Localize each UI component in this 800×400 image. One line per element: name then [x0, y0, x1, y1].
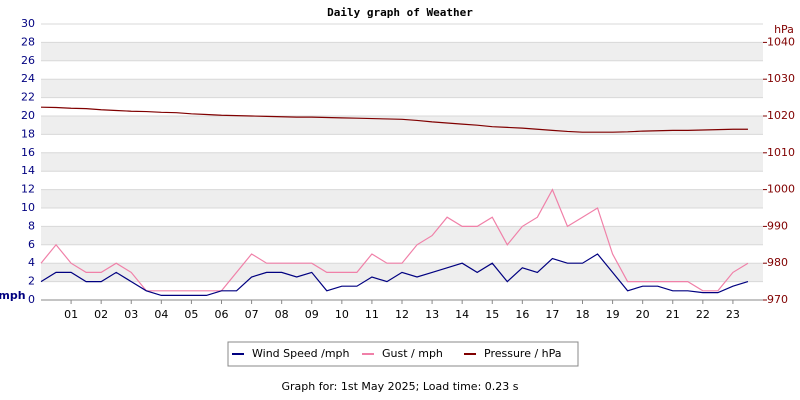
grid-band — [41, 226, 763, 245]
x-tick-label: 05 — [184, 308, 198, 321]
x-tick-label: 08 — [275, 308, 289, 321]
y-tick-label: 10 — [21, 201, 35, 214]
y-axis-label: mph — [0, 289, 26, 302]
x-tick-label: 15 — [485, 308, 499, 321]
y-tick-label: 8 — [28, 219, 35, 232]
y-tick-label: 14 — [21, 164, 35, 177]
chart-title: Daily graph of Weather — [327, 6, 473, 19]
x-tick-label: 14 — [455, 308, 469, 321]
series-line — [40, 188, 749, 292]
legend-box — [227, 341, 579, 367]
grid-band — [41, 152, 763, 172]
x-tick-label: 11 — [365, 308, 379, 321]
y-tick-label: 4 — [28, 256, 35, 269]
y2-tick-label: 1040 — [767, 35, 795, 48]
series-line — [40, 106, 748, 133]
y2-axis-label: hPa — [774, 23, 794, 36]
legend-label: Pressure / hPa — [484, 347, 562, 360]
x-tick-label: 07 — [245, 308, 259, 321]
x-tick-label: 17 — [545, 308, 559, 321]
grid-band — [41, 42, 763, 61]
x-tick-label: 21 — [666, 308, 680, 321]
x-tick-label: 19 — [606, 308, 620, 321]
grid-band — [41, 116, 763, 135]
x-tick-label: 20 — [636, 308, 650, 321]
y-tick-label: 6 — [28, 238, 35, 251]
y2-tick-label: 1000 — [767, 183, 795, 196]
x-tick-label: 10 — [335, 308, 349, 321]
x-tick-label: 04 — [154, 308, 168, 321]
x-tick-label: 23 — [726, 308, 740, 321]
x-tick-label: 06 — [215, 308, 229, 321]
series-line — [40, 253, 749, 296]
y2-tick-label: 1020 — [767, 109, 795, 122]
grid-band — [41, 79, 763, 98]
legend-label: Wind Speed /mph — [252, 347, 350, 360]
x-tick-label: 16 — [515, 308, 529, 321]
x-tick-label: 02 — [94, 308, 108, 321]
y2-tick-label: 990 — [767, 219, 788, 232]
grid-band — [41, 189, 763, 208]
y-tick-label: 18 — [21, 127, 35, 140]
x-tick-label: 13 — [425, 308, 439, 321]
x-tick-label: 18 — [576, 308, 590, 321]
y2-tick-label: 1030 — [767, 72, 795, 85]
x-tick-label: 01 — [64, 308, 78, 321]
y-tick-label: 30 — [21, 17, 35, 30]
y-tick-label: 12 — [21, 183, 35, 196]
y2-tick-label: 1010 — [767, 146, 795, 159]
y-tick-label: 26 — [21, 54, 35, 67]
x-tick-label: 09 — [305, 308, 319, 321]
y-tick-label: 24 — [21, 72, 35, 85]
footer: Graph for: 1st May 2025; Load time: 0.23… — [281, 380, 518, 393]
x-tick-label: 03 — [124, 308, 138, 321]
y-tick-label: 0 — [28, 293, 35, 306]
y2-tick-label: 980 — [767, 256, 788, 269]
y2-tick-label: 970 — [767, 293, 788, 306]
x-tick-label: 12 — [395, 308, 409, 321]
y-tick-label: 28 — [21, 35, 35, 48]
y-tick-label: 2 — [28, 275, 35, 288]
legend-label: Gust / mph — [382, 347, 443, 360]
y-tick-label: 20 — [21, 109, 35, 122]
y-tick-label: 22 — [21, 91, 35, 104]
x-tick-label: 22 — [696, 308, 710, 321]
y-tick-label: 16 — [21, 146, 35, 159]
